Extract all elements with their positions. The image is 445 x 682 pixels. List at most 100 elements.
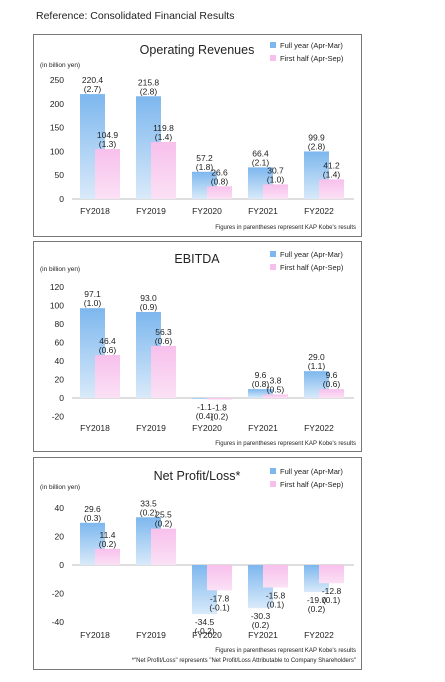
full-year-sub-label: (0.3)	[84, 513, 102, 523]
first-half-bar	[319, 179, 344, 199]
full-year-value-label: 29.0	[308, 352, 325, 362]
first-half-bar	[95, 149, 120, 199]
full-year-value-label: -34.5	[195, 617, 215, 627]
first-half-sub-label: (1.0)	[267, 174, 285, 184]
y-tick-label: 250	[50, 75, 64, 85]
chart-title: Operating Revenues	[140, 43, 255, 57]
first-half-value-label: -12.8	[322, 586, 342, 596]
full-year-value-label: -19.0	[307, 595, 327, 605]
y-tick-label: -40	[52, 617, 65, 627]
full-year-value-label: 93.0	[140, 293, 157, 303]
full-year-value-label: 9.6	[255, 370, 267, 380]
legend-swatch	[270, 264, 276, 270]
legend-swatch	[270, 468, 276, 474]
full-year-sub-label: (2.8)	[308, 141, 326, 151]
y-tick-label: 60	[55, 338, 65, 348]
full-year-value-label: 220.4	[82, 75, 104, 85]
full-year-sub-label: (1.0)	[84, 298, 102, 308]
legend-label: Full year (Apr-Mar)	[280, 467, 343, 476]
first-half-sub-label: (0.2)	[211, 412, 229, 422]
full-year-sub-label: (-0.2)	[194, 626, 214, 636]
chart-title: Net Profit/Loss*	[154, 469, 241, 483]
y-tick-label: 40	[55, 356, 65, 366]
first-half-value-label: 104.9	[97, 130, 119, 140]
first-half-value-label: 30.7	[267, 165, 284, 175]
unit-label: (in billion yen)	[40, 266, 80, 273]
full-year-value-label: 29.6	[84, 504, 101, 514]
ebitda-chart: EBITDA (in billion yen) Full year (Apr-Mar…	[40, 250, 356, 447]
footnote: Figures in parentheses represent KAP Kob…	[215, 648, 356, 654]
y-tick-label: 0	[59, 194, 64, 204]
first-half-bar	[263, 565, 288, 588]
legend-label: First half (Apr-Sep)	[280, 263, 344, 272]
first-half-value-label: 25.5	[155, 510, 172, 520]
full-year-sub-label: (1.8)	[196, 162, 214, 172]
first-half-value-label: 41.2	[323, 160, 340, 170]
first-half-sub-label: (0.1)	[323, 595, 341, 605]
first-half-sub-label: (0.1)	[267, 600, 285, 610]
first-half-bar	[151, 141, 176, 199]
full-year-sub-label: (0.2)	[252, 620, 270, 630]
full-year-value-label: 97.1	[84, 289, 101, 299]
footnote: Figures in parentheses represent KAP Kob…	[215, 225, 356, 231]
first-half-sub-label: (0.6)	[99, 345, 117, 355]
category-label: FY2020	[192, 630, 222, 640]
first-half-bar	[207, 398, 232, 400]
legend-label: First half (Apr-Sep)	[280, 54, 344, 63]
first-half-value-label: -1.8	[212, 403, 227, 413]
net-profit-chart: Net Profit/Loss* (in billion yen) Full yea…	[40, 467, 356, 664]
net-profit-panel: Net Profit/Loss* (in billion yen) Full yea…	[33, 457, 362, 670]
first-half-bar	[207, 186, 232, 199]
legend-swatch	[270, 55, 276, 61]
first-half-sub-label: (0.2)	[155, 519, 173, 529]
y-tick-label: 120	[50, 282, 64, 292]
legend-label: First half (Apr-Sep)	[280, 480, 344, 489]
full-year-bar	[192, 398, 217, 400]
full-year-value-label: 66.4	[252, 148, 269, 158]
legend-swatch	[270, 481, 276, 487]
first-half-sub-label: (1.3)	[99, 139, 117, 149]
first-half-value-label: 56.3	[155, 327, 172, 337]
chart-title: EBITDA	[174, 252, 220, 266]
page-title: Reference: Consolidated Financial Result…	[36, 10, 235, 22]
first-half-value-label: -15.8	[266, 591, 286, 601]
y-tick-label: 20	[55, 375, 65, 385]
first-half-bar	[151, 345, 176, 398]
y-tick-label: -20	[52, 589, 65, 599]
first-half-sub-label: (1.4)	[323, 169, 341, 179]
y-tick-label: -20	[52, 412, 65, 422]
category-label: FY2018	[80, 630, 110, 640]
first-half-bar	[263, 184, 288, 199]
first-half-bar	[319, 389, 344, 398]
first-half-sub-label: (0.2)	[99, 539, 117, 549]
first-half-sub-label: (0.6)	[155, 336, 173, 346]
first-half-value-label: 3.8	[270, 375, 282, 385]
first-half-bar	[319, 565, 344, 584]
y-tick-label: 0	[59, 560, 64, 570]
full-year-value-label: 57.2	[196, 153, 213, 163]
category-label: FY2019	[136, 630, 166, 640]
full-year-sub-label: (0.2)	[308, 604, 326, 614]
first-half-value-label: -17.8	[210, 593, 230, 603]
first-half-bar	[151, 528, 176, 565]
full-year-sub-label: (0.4)	[196, 411, 214, 421]
y-tick-label: 50	[55, 170, 65, 180]
operating-revenues-panel: Operating Revenues (in billion yen) Full y…	[33, 34, 362, 237]
category-label: FY2022	[304, 206, 334, 216]
full-year-sub-label: (0.2)	[140, 507, 158, 517]
full-year-bar	[248, 389, 273, 398]
category-label: FY2020	[192, 206, 222, 216]
unit-label: (in billion yen)	[40, 62, 80, 69]
y-tick-label: 80	[55, 319, 65, 329]
first-half-value-label: 9.6	[326, 370, 338, 380]
full-year-value-label: 33.5	[140, 498, 157, 508]
full-year-sub-label: (2.1)	[252, 157, 270, 167]
y-tick-label: 100	[50, 301, 64, 311]
first-half-value-label: 119.8	[153, 123, 174, 133]
full-year-value-label: -30.3	[251, 611, 271, 621]
operating-revenues-chart: Operating Revenues (in billion yen) Full y…	[40, 41, 356, 231]
ebitda-panel: EBITDA (in billion yen) Full year (Apr-Mar…	[33, 241, 362, 452]
y-tick-label: 20	[55, 532, 65, 542]
y-tick-label: 40	[55, 503, 65, 513]
first-half-sub-label: (0.6)	[323, 379, 341, 389]
